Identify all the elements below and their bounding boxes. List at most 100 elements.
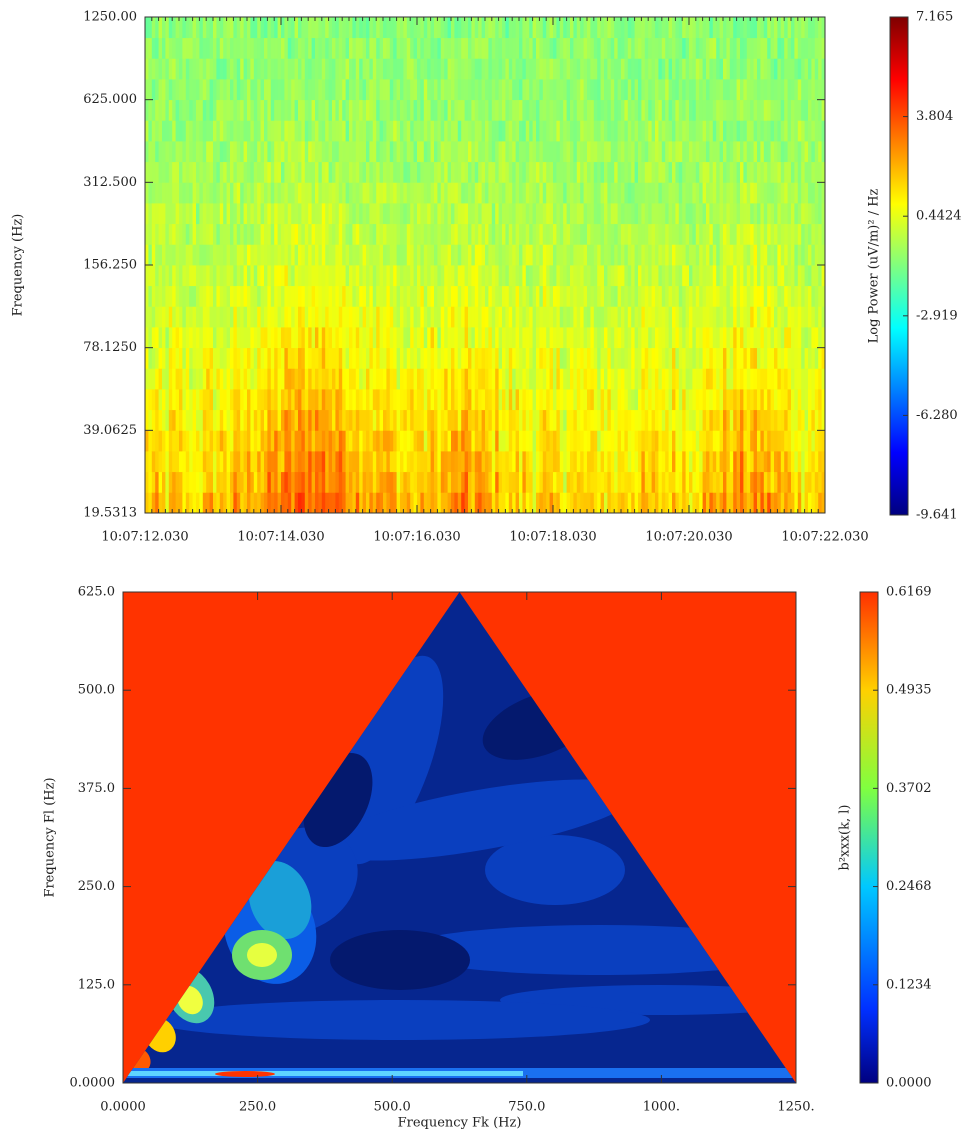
heatmap-cell <box>247 327 251 348</box>
heatmap-cell <box>465 17 469 38</box>
heatmap-cell <box>346 79 350 100</box>
heatmap-cell <box>788 348 792 369</box>
heatmap-cell <box>301 120 305 141</box>
heatmap-cell <box>410 389 414 410</box>
heatmap-cell <box>628 451 632 472</box>
heatmap-cell <box>485 120 489 141</box>
heatmap-cell <box>475 389 479 410</box>
heatmap-cell <box>342 348 346 369</box>
heatmap-cell <box>533 203 537 224</box>
heatmap-cell <box>244 38 248 59</box>
heatmap-cell <box>706 162 710 183</box>
heatmap-cell <box>393 368 397 389</box>
heatmap-cell <box>573 79 577 100</box>
heatmap-cell <box>580 410 584 431</box>
heatmap-cell <box>726 58 730 79</box>
heatmap-cell <box>247 430 251 451</box>
heatmap-cell <box>788 182 792 203</box>
heatmap-cell <box>213 79 217 100</box>
heatmap-cell <box>767 182 771 203</box>
heatmap-cell <box>417 100 421 121</box>
heatmap-cell <box>288 472 292 493</box>
heatmap-cell <box>451 265 455 286</box>
heatmap-cell <box>805 120 809 141</box>
heatmap-cell <box>533 368 537 389</box>
heatmap-cell <box>655 244 659 265</box>
heatmap-cell <box>186 141 190 162</box>
heatmap-cell <box>203 306 207 327</box>
heatmap-cell <box>349 306 353 327</box>
heatmap-cell <box>570 389 574 410</box>
heatmap-cell <box>172 162 176 183</box>
heatmap-cell <box>628 348 632 369</box>
heatmap-cell <box>638 286 642 307</box>
heatmap-cell <box>672 265 676 286</box>
heatmap-cell <box>390 244 394 265</box>
heatmap-cell <box>754 244 758 265</box>
heatmap-cell <box>631 472 635 493</box>
heatmap-cell <box>689 410 693 431</box>
heatmap-cell <box>536 58 540 79</box>
heatmap-cell <box>655 327 659 348</box>
heatmap-cell <box>159 472 163 493</box>
heatmap-cell <box>267 472 271 493</box>
heatmap-cell <box>465 472 469 493</box>
heatmap-cell <box>733 58 737 79</box>
heatmap-cell <box>533 244 537 265</box>
heatmap-cell <box>645 203 649 224</box>
heatmap-cell <box>458 244 462 265</box>
heatmap-cell <box>145 58 149 79</box>
heatmap-cell <box>733 182 737 203</box>
heatmap-cell <box>791 120 795 141</box>
heatmap-cell <box>767 224 771 245</box>
heatmap-cell <box>230 472 234 493</box>
heatmap-cell <box>567 348 571 369</box>
heatmap-cell <box>522 348 526 369</box>
heatmap-cell <box>560 100 564 121</box>
heatmap-cell <box>444 141 448 162</box>
heatmap-cell <box>288 327 292 348</box>
heatmap-cell <box>193 348 197 369</box>
heatmap-cell <box>696 410 700 431</box>
heatmap-cell <box>631 286 635 307</box>
heatmap-cell <box>431 17 435 38</box>
heatmap-cell <box>604 389 608 410</box>
heatmap-cell <box>594 286 598 307</box>
heatmap-cell <box>669 348 673 369</box>
heatmap-cell <box>794 327 798 348</box>
heatmap-cell <box>624 224 628 245</box>
heatmap-cell <box>601 451 605 472</box>
heatmap-cell <box>165 410 169 431</box>
heatmap-cell <box>512 368 516 389</box>
heatmap-cell <box>393 162 397 183</box>
heatmap-cell <box>155 244 159 265</box>
heatmap-cell <box>390 410 394 431</box>
heatmap-cell <box>264 327 268 348</box>
heatmap-cell <box>618 327 622 348</box>
heatmap-cell <box>356 58 360 79</box>
heatmap-cell <box>342 100 346 121</box>
heatmap-cell <box>737 492 741 513</box>
heatmap-cell <box>499 224 503 245</box>
heatmap-cell <box>764 430 768 451</box>
heatmap-cell <box>686 162 690 183</box>
heatmap-cell <box>672 38 676 59</box>
heatmap-cell <box>801 265 805 286</box>
heatmap-cell <box>788 100 792 121</box>
heatmap-cell <box>597 265 601 286</box>
heatmap-cell <box>760 265 764 286</box>
heatmap-cell <box>580 286 584 307</box>
heatmap-cell <box>325 389 329 410</box>
heatmap-cell <box>448 120 452 141</box>
heatmap-cell <box>318 79 322 100</box>
heatmap-cell <box>760 162 764 183</box>
heatmap-cell <box>594 472 598 493</box>
heatmap-cell <box>165 100 169 121</box>
heatmap-cell <box>397 348 401 369</box>
heatmap-cell <box>699 100 703 121</box>
heatmap-cell <box>417 472 421 493</box>
heatmap-cell <box>352 327 356 348</box>
heatmap-cell <box>516 327 520 348</box>
heatmap-cell <box>737 368 741 389</box>
heatmap-cell <box>434 203 438 224</box>
